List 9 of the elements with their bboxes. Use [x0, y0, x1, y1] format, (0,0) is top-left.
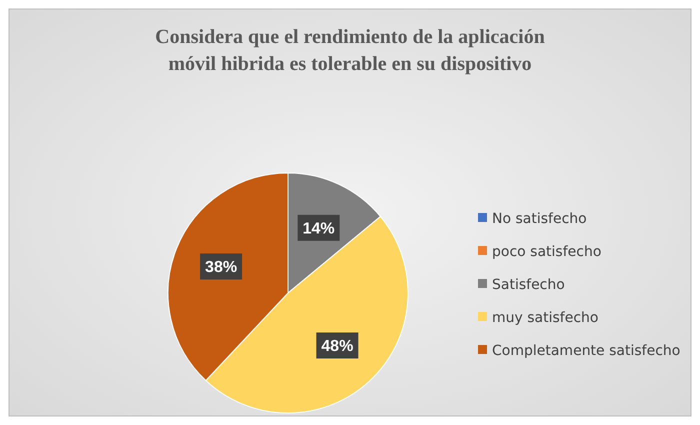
legend-label: Satisfecho — [492, 276, 565, 293]
data-label: 14% — [302, 220, 335, 238]
legend-label: No satisfecho — [492, 210, 587, 227]
legend-label: poco satisfecho — [492, 244, 602, 260]
data-label: 48% — [321, 338, 354, 356]
legend-label: Completamente satisfecho — [492, 342, 680, 359]
data-label: 38% — [205, 259, 238, 276]
legend-label: muy satisfecho — [492, 310, 598, 326]
chart-title: Considera que el rendimiento de la aplicación móvil hibrida es tolerable en su dispositivo — [155, 26, 545, 75]
